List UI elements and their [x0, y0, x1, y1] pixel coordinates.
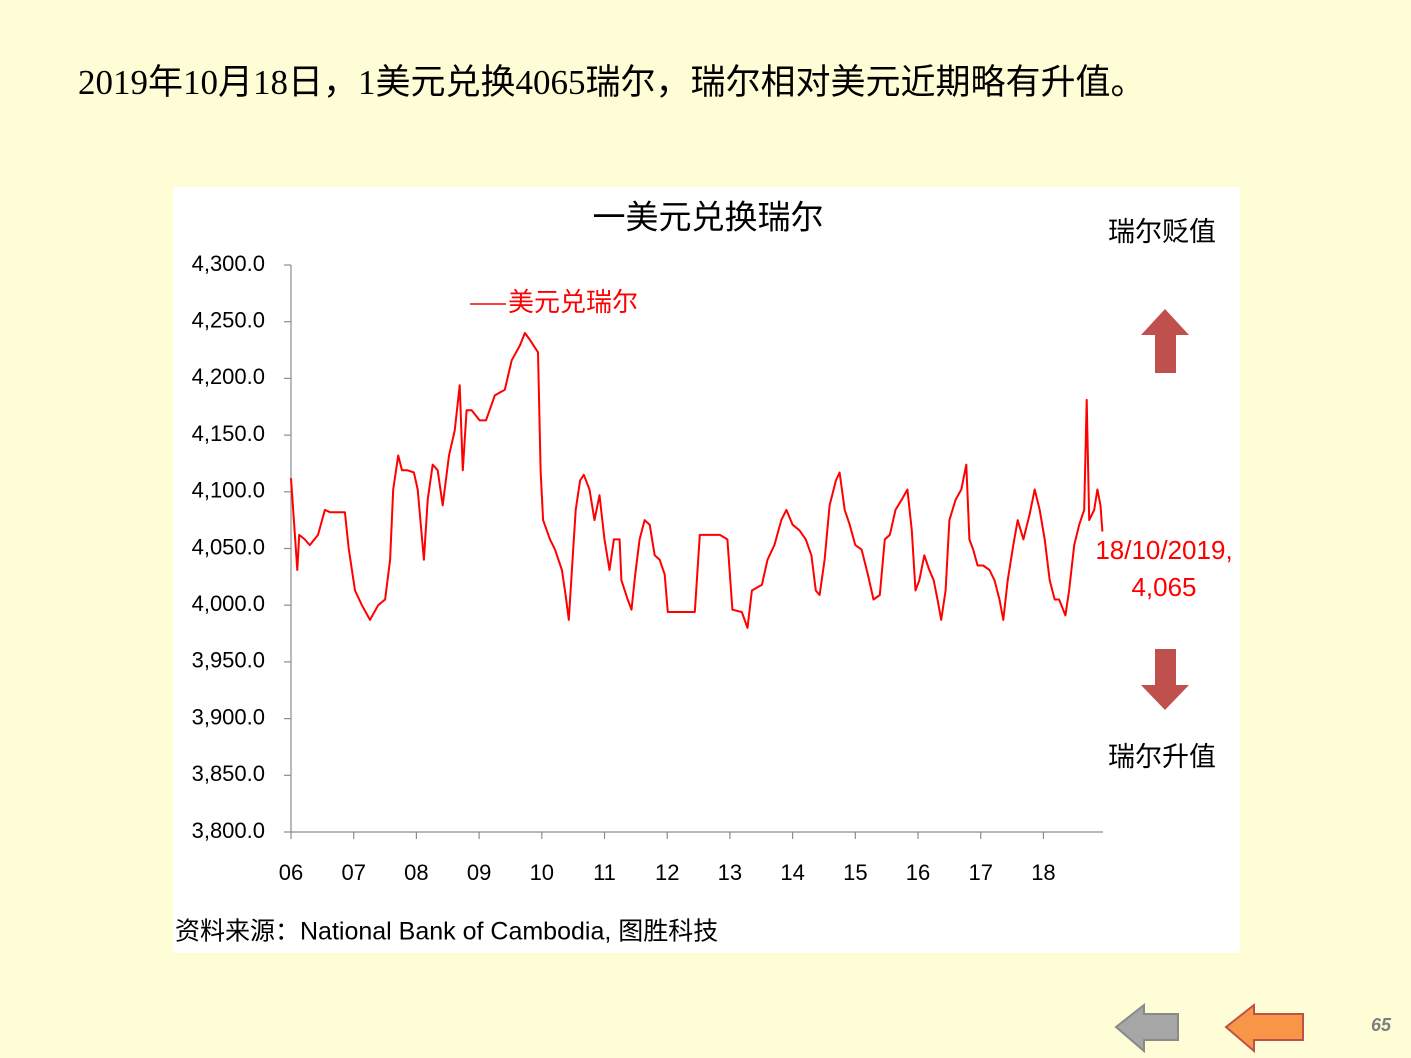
x-tick-label: 07 — [341, 860, 365, 885]
x-tick-label: 10 — [530, 860, 554, 885]
y-tick-label: 3,900.0 — [192, 704, 265, 729]
chart-title: 一美元兑换瑞尔 — [593, 199, 824, 236]
end-date-label: 18/10/2019, — [1095, 535, 1232, 565]
y-tick-label: 4,050.0 — [192, 534, 265, 559]
end-value-label: 4,065 — [1131, 572, 1196, 602]
annotation: 瑞尔贬值 — [1108, 217, 1216, 247]
y-tick-label: 4,150.0 — [192, 421, 265, 446]
y-tick-label: 4,200.0 — [192, 364, 265, 389]
y-tick-label: 3,950.0 — [192, 648, 265, 673]
legend-label: 美元兑瑞尔 — [508, 287, 638, 317]
heading: 2019年10月18日，1美元兑换4065瑞尔，瑞尔相对美元近期略有升值。 — [78, 63, 1146, 102]
annotation: 瑞尔升值 — [1108, 742, 1216, 772]
source: 资料来源：National Bank of Cambodia, 图胜科技 — [175, 918, 718, 946]
y-tick-label: 4,100.0 — [192, 478, 265, 503]
x-tick-label: 09 — [467, 860, 491, 885]
page-number: 65 — [1371, 1015, 1392, 1035]
y-tick-label: 4,000.0 — [192, 591, 265, 616]
x-tick-label: 11 — [593, 860, 616, 885]
up-arrow — [1141, 309, 1189, 373]
x-tick-label: 18 — [1031, 860, 1055, 885]
chart-area — [173, 187, 1240, 953]
x-tick-label: 08 — [404, 860, 428, 885]
down-arrow — [1141, 649, 1189, 710]
x-tick-label: 12 — [655, 860, 679, 885]
y-tick-label: 3,800.0 — [192, 818, 265, 843]
y-tick-label: 4,300.0 — [192, 251, 265, 276]
y-tick-label: 3,850.0 — [192, 761, 265, 786]
x-tick-label: 13 — [718, 860, 742, 885]
x-tick-label: 14 — [780, 860, 804, 885]
line-series — [290, 332, 1104, 629]
x-tick-label: 15 — [843, 860, 867, 885]
prev-button[interactable] — [1114, 1002, 1179, 1054]
back-button[interactable] — [1224, 1002, 1304, 1054]
x-tick-label: 17 — [968, 860, 992, 885]
y-tick-label: 4,250.0 — [192, 308, 265, 333]
x-tick-label: 16 — [906, 860, 930, 885]
x-tick-label: 06 — [279, 860, 303, 885]
